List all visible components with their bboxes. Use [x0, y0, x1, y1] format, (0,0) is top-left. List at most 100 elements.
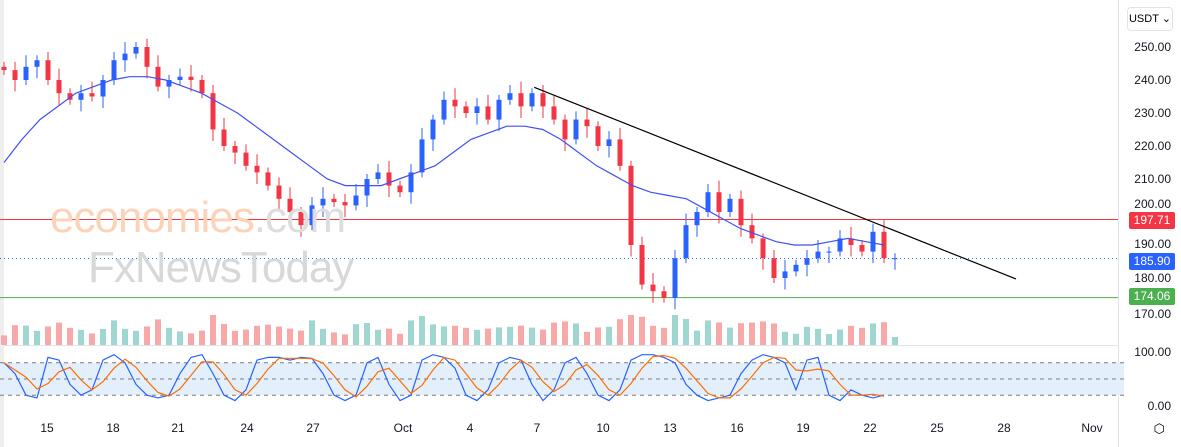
volume-bar — [188, 333, 194, 345]
price-axis-label: 250.00 — [1134, 40, 1171, 54]
volume-bar — [386, 328, 392, 345]
volume-bar — [309, 320, 315, 345]
currency-selector[interactable]: USDT ⌄ — [1127, 7, 1173, 31]
volume-bar — [56, 322, 62, 345]
volume-bar — [485, 328, 491, 345]
moving-average-line — [3, 76, 885, 246]
candle-body — [650, 284, 656, 292]
volume-bar — [749, 322, 755, 345]
candle-body — [507, 93, 513, 100]
volume-bar — [573, 323, 579, 345]
volume-bar — [551, 322, 557, 345]
candle-body — [100, 80, 106, 97]
candle-body — [243, 152, 249, 166]
candle-body — [804, 258, 810, 265]
candle-body — [562, 119, 568, 140]
price-axis-label: 200.00 — [1134, 197, 1171, 211]
time-axis-label: 22 — [863, 421, 877, 435]
volume-bar — [144, 326, 150, 345]
candle-body — [540, 93, 546, 107]
volume-bar — [463, 327, 469, 345]
time-axis-label: Oct — [393, 421, 413, 435]
candle-body — [155, 66, 161, 87]
candle-body — [496, 99, 502, 120]
candle-body — [78, 93, 84, 100]
candle-body — [859, 245, 865, 252]
settings-icon[interactable]: ⬡ — [1153, 421, 1165, 436]
price-axis-label: 180.00 — [1134, 271, 1171, 285]
volume-bar — [276, 326, 282, 345]
volume-bar — [826, 334, 832, 345]
time-axis-label: 7 — [533, 421, 541, 435]
volume-bar — [430, 324, 436, 345]
volume-bar — [397, 333, 403, 345]
volume-bar — [793, 333, 799, 345]
candle-body — [111, 60, 117, 80]
watermark-logo: economies.com — [50, 194, 346, 242]
price-axis-label: 240.00 — [1134, 73, 1171, 87]
volume-bar — [342, 334, 348, 345]
price-axis-label: 190.00 — [1134, 237, 1171, 251]
volume-bar — [782, 331, 788, 345]
volume-bar — [639, 316, 645, 345]
candle-body — [672, 258, 678, 298]
time-axis-label: 25 — [930, 421, 944, 435]
candle-body — [518, 93, 524, 107]
candle-body — [122, 53, 128, 61]
candle-body — [309, 205, 315, 226]
volume-bar — [419, 316, 425, 345]
candle-body — [595, 126, 601, 146]
volume-bar — [628, 315, 634, 345]
volume-bar — [1, 335, 7, 345]
volume-bar — [232, 330, 238, 345]
volume-bar — [221, 324, 227, 345]
candle-body — [67, 93, 73, 100]
candle-body — [749, 225, 755, 239]
candle-body — [375, 172, 381, 179]
candle-body — [727, 198, 733, 212]
candle-body — [386, 172, 392, 186]
oscillator-axis-label: 0.00 — [1147, 399, 1171, 413]
volume-bar — [408, 320, 414, 345]
volume-bar — [529, 327, 535, 345]
volume-bar — [100, 329, 106, 345]
candle-body — [188, 76, 194, 80]
volume-bar — [353, 324, 359, 345]
candle-body — [485, 106, 491, 120]
volume-bar — [12, 325, 18, 345]
candle-body — [177, 76, 183, 80]
volume-bar — [166, 327, 172, 345]
volume-bar — [540, 329, 546, 345]
volume-bar — [705, 320, 711, 345]
watermark-fxnewstoday: FxNewsToday — [88, 243, 354, 292]
volume-bar — [562, 321, 568, 345]
volume-bar — [771, 323, 777, 345]
volume-bar — [287, 328, 293, 345]
candle-body — [287, 198, 293, 212]
candle-body — [705, 192, 711, 212]
candle-body — [12, 70, 18, 80]
volume-bar — [727, 327, 733, 345]
candle-body — [430, 119, 436, 140]
candle-body — [683, 225, 689, 259]
candle-body — [529, 93, 535, 107]
trendline — [533, 86, 1017, 280]
volume-bar — [243, 329, 249, 345]
candle-body — [144, 47, 150, 67]
volume-bar — [364, 323, 370, 345]
oscillator-axis-label: 100.00 — [1134, 345, 1171, 359]
volume-bar — [23, 325, 29, 345]
volume-bar — [815, 328, 821, 345]
time-axis-label: 27 — [306, 421, 320, 435]
volume-bar — [881, 322, 887, 345]
candle-body — [34, 60, 40, 67]
candle-body — [45, 60, 51, 80]
candle-body — [606, 139, 612, 146]
volume-bar — [848, 325, 854, 345]
price-axis-label: 230.00 — [1134, 106, 1171, 120]
volume-bar — [804, 326, 810, 345]
resistance-price-tag: 197.71 — [1129, 212, 1175, 229]
volume-bar — [760, 321, 766, 345]
